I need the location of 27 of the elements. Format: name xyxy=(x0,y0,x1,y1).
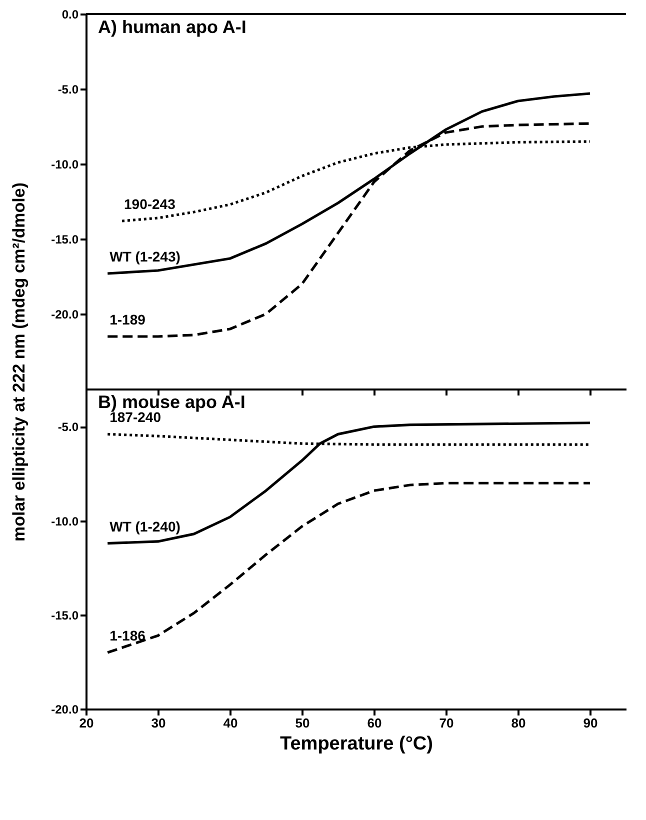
y-tick-label: -10.0 xyxy=(51,514,79,528)
x-tick-label: 60 xyxy=(367,716,382,730)
y-tick-label: -15.0 xyxy=(51,232,79,246)
x-tick-label: 50 xyxy=(295,716,310,730)
y-tick-label: -20.0 xyxy=(51,702,79,716)
y-tick-label: -20.0 xyxy=(51,308,79,322)
chart-title: A) human apo A-I xyxy=(98,17,246,37)
x-tick-label: 70 xyxy=(439,716,454,730)
y-tick-label: 0.0 xyxy=(62,8,79,22)
line-series xyxy=(106,422,592,545)
x-axis-title: Temperature (°C) xyxy=(280,734,433,754)
y-tick-label: -10.0 xyxy=(51,158,79,172)
y-tick-label: -5.0 xyxy=(58,82,79,96)
series-label: WT (1-240) xyxy=(110,518,180,534)
x-tick-label: 30 xyxy=(151,716,166,730)
series-label: WT (1-243) xyxy=(110,248,180,264)
x-tick-label: 20 xyxy=(79,716,94,730)
series-label: 1-189 xyxy=(110,312,146,328)
y-tick-label: -15.0 xyxy=(51,608,79,622)
series-label: 190-243 xyxy=(124,196,176,212)
x-tick-label: 40 xyxy=(223,716,238,730)
line-series xyxy=(106,482,592,654)
x-tick-label: 80 xyxy=(511,716,526,730)
y-axis-title: molar ellipticity at 222 nm (mdeg cm²/dmole) xyxy=(10,182,28,542)
y-tick-label: -5.0 xyxy=(58,420,79,434)
series-label: 1-186 xyxy=(110,628,146,644)
x-tick-label: 90 xyxy=(583,716,598,730)
